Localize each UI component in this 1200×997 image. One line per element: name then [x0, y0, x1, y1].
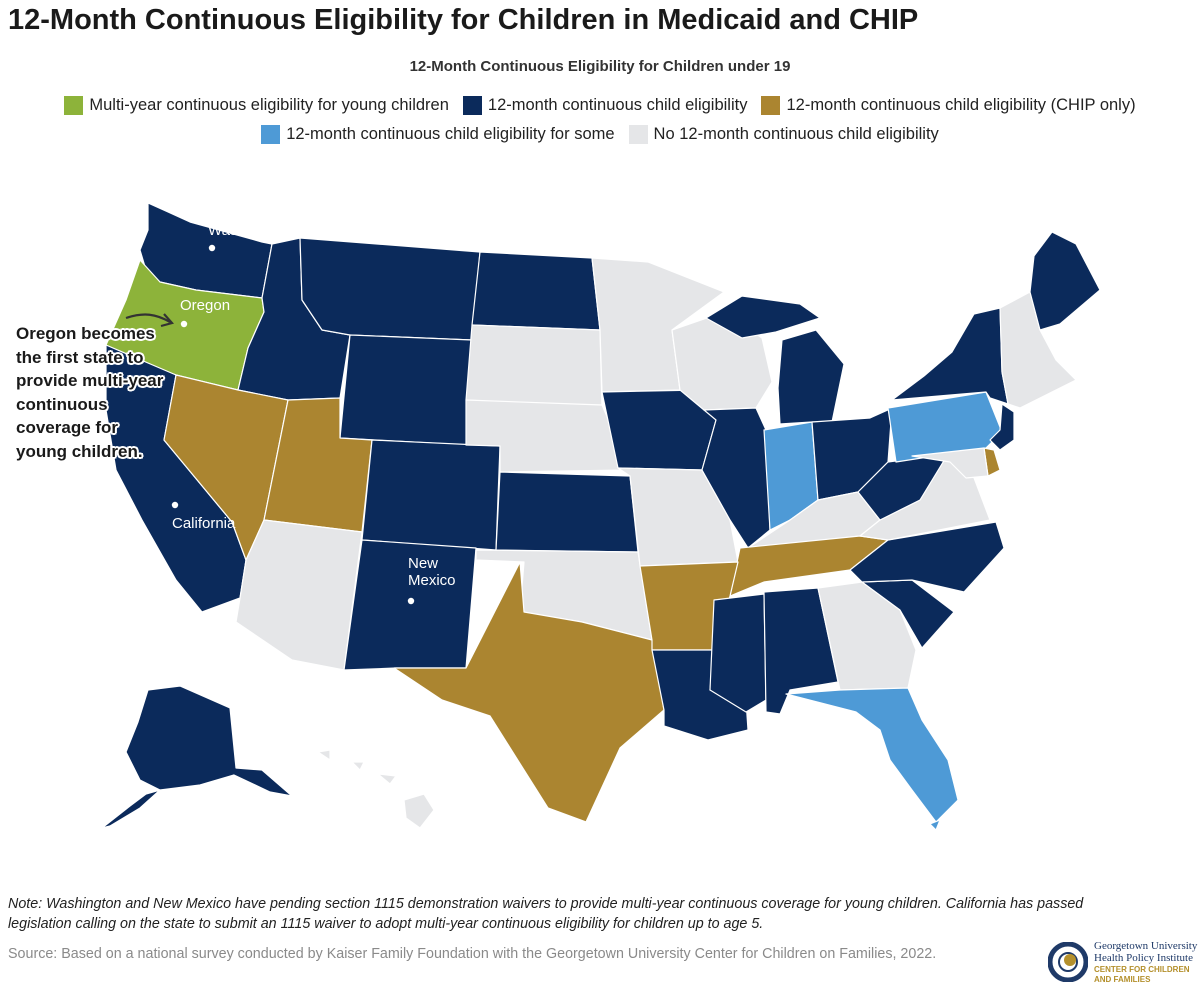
legend-swatch [761, 96, 781, 115]
state-south-dakota [465, 324, 603, 409]
map-source: Source: Based on a national survey condu… [8, 946, 937, 962]
new-mexico-label-line1: New [408, 555, 438, 572]
oregon-callout: Oregon becomes the first state to provid… [16, 324, 164, 461]
states-layer [101, 202, 1101, 831]
state-mississippi [709, 593, 767, 713]
legend-label: No 12-month continuous child eligibility [653, 125, 939, 143]
map-subtitle: 12-Month Continuous Eligibility for Chil… [409, 58, 791, 75]
us-states-map: Washington Oregon California New Mexico [101, 202, 1101, 831]
legend-swatch [628, 125, 648, 144]
legend-row-2: 12-month continuous child eligibility fo… [0, 125, 1200, 144]
state-hawaii-1 [317, 749, 331, 761]
state-alaska [125, 685, 293, 797]
washington-label: Washington [208, 222, 287, 239]
page-title: 12-Month Continuous Eligibility for Chil… [8, 4, 919, 36]
state-hawaii-2 [351, 761, 365, 771]
legend-label: 12-month continuous child eligibility (C… [786, 96, 1136, 114]
legend-item-none: No 12-month continuous child eligibility [628, 125, 939, 144]
new-mexico-label-line2: Mexico [408, 572, 456, 589]
state-hawaii-3 [377, 773, 397, 785]
state-montana [299, 237, 481, 341]
legend-swatch [462, 96, 482, 115]
legend-item-multi-year: Multi-year continuous eligibility for yo… [64, 96, 449, 115]
state-florida [785, 687, 959, 823]
legend-item-12-month: 12-month continuous child eligibility [462, 96, 748, 115]
state-kansas [495, 471, 639, 553]
new-mexico-dot [407, 597, 415, 605]
state-maryland [911, 447, 989, 479]
logo-text: Georgetown University Health Policy Inst… [1094, 940, 1197, 984]
state-texas [393, 561, 665, 823]
state-michigan [777, 329, 845, 425]
state-arizona [235, 519, 363, 671]
state-north-dakota [471, 251, 601, 331]
california-dot [171, 501, 179, 509]
legend-item-chip-only: 12-month continuous child eligibility (C… [761, 96, 1136, 115]
georgetown-logo: Georgetown University Health Policy Inst… [1048, 936, 1198, 988]
map-note: Note: Washington and New Mexico have pen… [8, 896, 1084, 932]
state-wyoming [339, 334, 473, 446]
state-maine [1029, 231, 1101, 331]
callout-arrow-icon [125, 313, 171, 323]
oregon-dot [180, 320, 188, 328]
legend-label: 12-month continuous child eligibility fo… [286, 125, 615, 143]
logo-line-4: AND FAMILIES [1094, 975, 1151, 984]
state-florida-keys [929, 819, 941, 831]
legend-item-some: 12-month continuous child eligibility fo… [261, 125, 615, 144]
logo-line-3: CENTER FOR CHILDREN [1094, 965, 1190, 974]
logo-line-1: Georgetown University [1094, 940, 1198, 952]
california-label: California [172, 515, 236, 532]
state-alaska-peninsula [101, 789, 161, 829]
state-new-york [891, 307, 1009, 405]
legend-label: 12-month continuous child eligibility [487, 96, 748, 114]
logo-line-2: Health Policy Institute [1094, 952, 1193, 964]
washington-dot [208, 244, 216, 252]
georgetown-seal-icon [1048, 942, 1088, 982]
legend-swatch [261, 125, 281, 144]
state-hawaii-4 [403, 793, 435, 829]
oregon-label: Oregon [180, 297, 230, 314]
state-colorado [361, 439, 501, 551]
state-michigan-upper [705, 295, 821, 339]
legend-swatch [64, 96, 84, 115]
legend-row-1: Multi-year continuous eligibility for yo… [0, 96, 1200, 115]
state-new-jersey [989, 403, 1015, 451]
callout-arrowhead-icon [160, 313, 175, 328]
legend-label: Multi-year continuous eligibility for yo… [89, 96, 449, 114]
